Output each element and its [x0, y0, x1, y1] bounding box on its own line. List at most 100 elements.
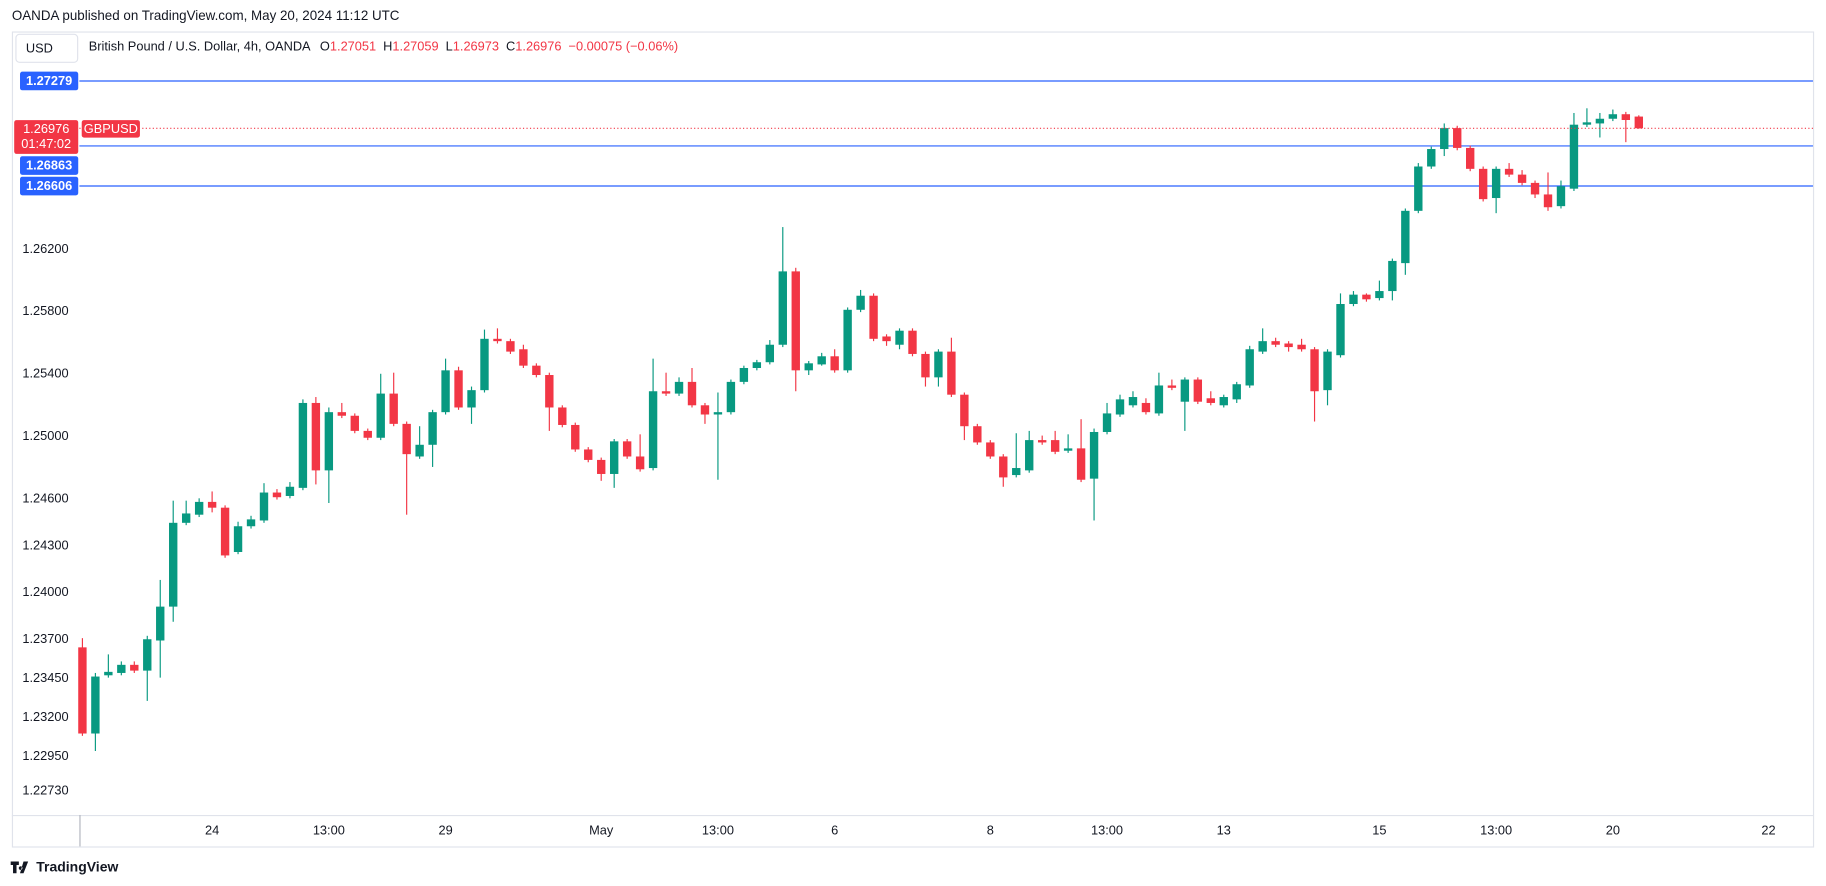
x-tick-label: 22: [1761, 823, 1775, 838]
candle-body: [934, 351, 943, 378]
candle-body: [220, 507, 230, 556]
candle-body: [480, 338, 489, 391]
x-tick-label: 6: [831, 823, 838, 838]
candle-body: [1362, 294, 1371, 300]
y-tick-label: 1.22730: [22, 782, 68, 797]
x-tick-label: 13:00: [702, 823, 734, 838]
candle-body: [999, 456, 1008, 478]
y-tick-label: 1.23450: [22, 670, 68, 685]
candle-body: [739, 367, 749, 382]
candle-body: [986, 442, 995, 457]
candle-body: [156, 606, 165, 641]
legend-ohlc-key: O: [320, 39, 330, 54]
candle-body: [1556, 186, 1566, 207]
footer-brand: TradingView: [36, 859, 118, 875]
candle-body: [337, 412, 347, 416]
candle-body: [363, 430, 372, 438]
candle-body: [1128, 397, 1138, 406]
y-tick-label: 1.23700: [22, 631, 68, 646]
candle-body: [726, 381, 736, 413]
candle-body: [104, 671, 113, 676]
hline-label-box: [20, 71, 79, 91]
legend-ohlc-key: C: [506, 39, 515, 54]
candle-body: [233, 526, 243, 553]
candle-body: [843, 309, 852, 371]
candle-body: [246, 519, 256, 527]
candle-body: [1154, 385, 1164, 414]
candle-body: [1232, 384, 1241, 400]
candle-body: [947, 351, 956, 395]
candle-body: [1388, 260, 1397, 292]
candle-body: [207, 501, 217, 508]
candle-body: [856, 295, 865, 310]
candle-body: [1491, 168, 1501, 199]
candle-body: [428, 412, 437, 445]
candle-body: [609, 441, 619, 474]
candle-body: [1478, 168, 1488, 200]
candle-body: [78, 647, 87, 734]
candle-body: [661, 391, 671, 394]
x-tick-label: May: [589, 823, 614, 838]
candle-body: [130, 664, 139, 671]
candle-body: [1453, 128, 1462, 148]
candle-body: [1025, 440, 1034, 471]
candle-body: [467, 390, 476, 408]
candle-body: [1180, 379, 1190, 402]
candle-body: [778, 271, 787, 345]
candle-body: [817, 356, 826, 365]
candle-body: [973, 426, 982, 443]
hline-label: 1.26863: [26, 157, 72, 172]
candle-body: [1310, 349, 1319, 392]
candle-body: [597, 459, 606, 474]
hline-label: 1.26606: [26, 178, 72, 193]
candle-body: [1323, 351, 1332, 391]
symbol-box: [81, 120, 140, 138]
candle-body: [259, 492, 269, 521]
chart-frame: [11, 31, 1815, 848]
candle-body: [1595, 118, 1605, 124]
candle-body: [1543, 194, 1553, 208]
currency-label: USD: [26, 40, 53, 55]
candle-body: [1193, 379, 1203, 402]
x-tick-label: 20: [1606, 823, 1620, 838]
candle-body: [1608, 114, 1618, 119]
candle-body: [558, 407, 567, 425]
candle-body: [804, 363, 813, 371]
symbol-label: GBPUSD: [84, 121, 138, 136]
legend-ohlc-key: H: [383, 39, 392, 54]
candle-body: [1504, 168, 1514, 175]
legend: British Pound / U.S. Dollar, 4h, OANDA O 1…: [89, 39, 678, 54]
candle-body: [687, 381, 697, 406]
candle-body: [648, 391, 658, 469]
candle-body: [1401, 210, 1410, 264]
y-tick-label: 1.22950: [22, 748, 68, 763]
y-tick-label: 1.23200: [22, 709, 68, 724]
x-tick-label: 29: [438, 823, 452, 838]
legend-ohlc-value: 1.26976: [515, 39, 561, 54]
candle-body: [1336, 304, 1345, 356]
candle-body: [1219, 397, 1228, 406]
candle-body: [1530, 182, 1540, 195]
candle-body: [1465, 147, 1475, 169]
candle-body: [181, 513, 191, 523]
legend-description: British Pound / U.S. Dollar, 4h, OANDA: [89, 39, 311, 54]
legend-ohlc-value: 1.26973: [453, 39, 499, 54]
currency-button[interactable]: [15, 33, 79, 63]
candle-body: [1012, 468, 1021, 476]
candle-body: [532, 365, 541, 376]
candle-body: [1517, 174, 1527, 183]
candle-body: [1089, 431, 1099, 479]
candle-body: [1141, 402, 1151, 413]
candle-body: [1076, 448, 1086, 480]
y-tick-label: 1.25800: [22, 303, 68, 318]
candle-body: [117, 664, 126, 673]
y-tick-label: 1.24600: [22, 490, 68, 505]
candle-body: [908, 330, 917, 354]
candle-body: [311, 402, 321, 471]
candle-body: [143, 639, 152, 671]
candle-body: [519, 349, 528, 366]
candle-body: [402, 423, 411, 455]
candle-body: [285, 486, 295, 496]
